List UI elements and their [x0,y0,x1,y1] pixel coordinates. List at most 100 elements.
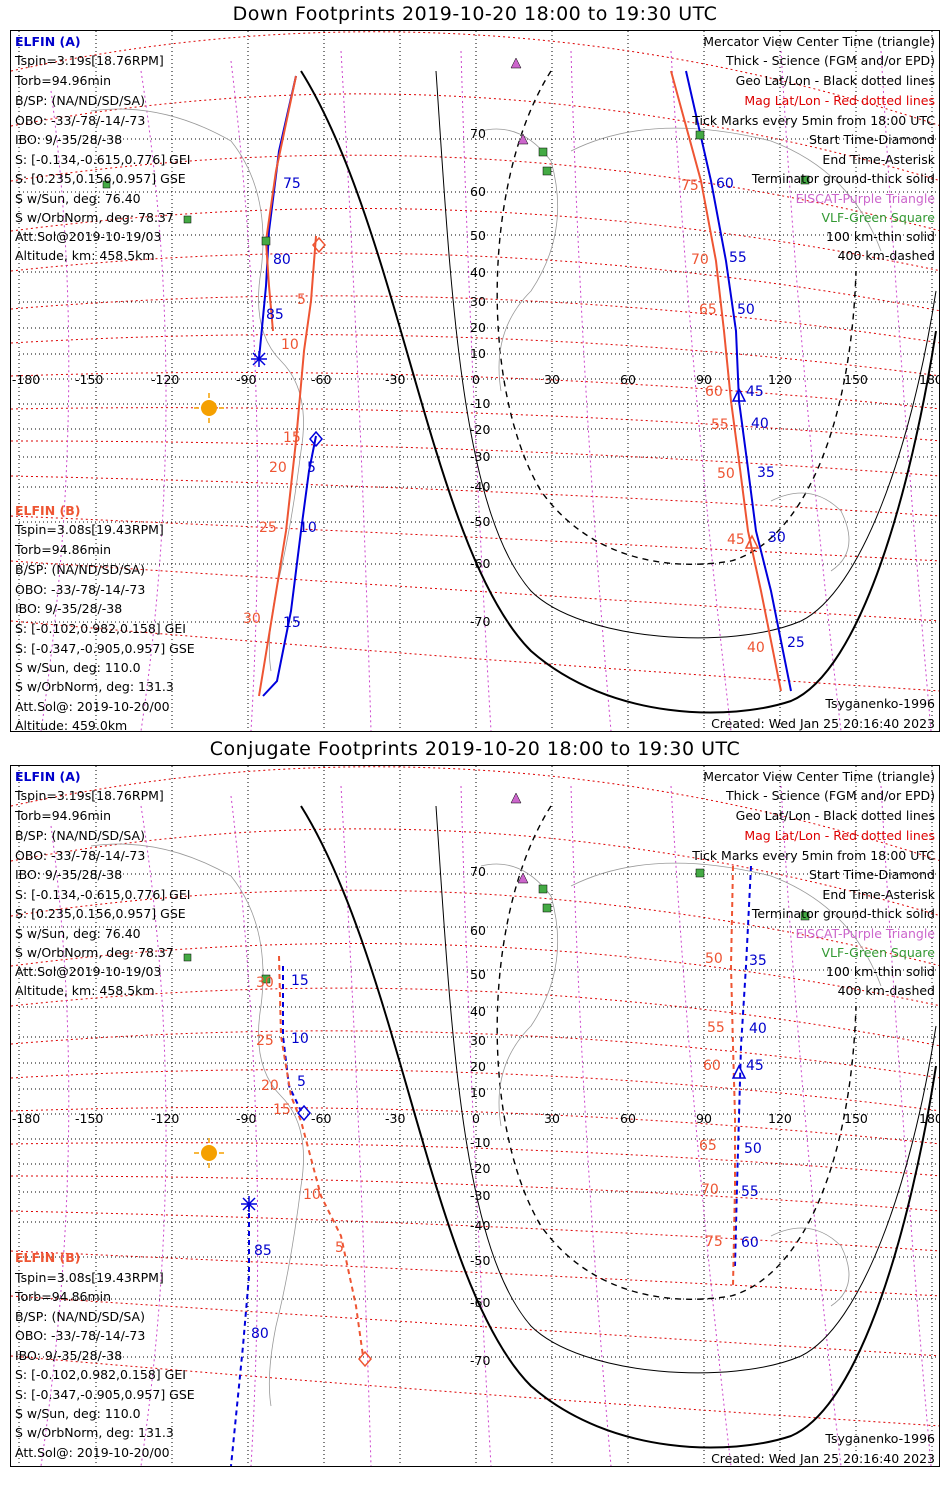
elfin-b-name: ELFIN (B) [15,503,81,518]
lon-tick-label: -60 [311,372,332,387]
legend-geo: Geo Lat/Lon - Black dotted lines [735,808,935,823]
lon-tick-label: -30 [385,1111,406,1126]
lat-tick-label: 30 [470,294,486,309]
lat-tick-label: -50 [470,514,491,529]
legend-400km: 400 km-dashed [837,983,935,998]
track-tick-label: 75 [681,178,699,194]
elfin-a-s-sun: S w/Sun, deg: 76.40 [15,191,141,206]
legend-end: End Time-Asterisk [822,887,935,902]
lon-tick-label: -150 [75,1111,104,1126]
legend-start: Start Time-Diamond [808,867,935,882]
track-tick-label: 80 [273,252,291,268]
elfin-a-s-gse: S: [0.235,0.156,0.957] GSE [15,906,186,921]
elfin-b-altitude: Altitude: 459.0km [15,718,128,732]
conj-sun-icon [194,1138,224,1168]
lat-tick-label: 10 [470,346,486,361]
elfin-b-tspin: Tspin=3.08s[19.43RPM] [15,522,164,537]
track-tick-label: 10 [299,520,317,536]
start-time-diamond-b [312,236,326,254]
lon-tick-label: 0 [472,1111,480,1126]
lat-tick-label: 10 [470,1085,486,1100]
elfin-a-s-gei: S: [-0.134,-0.615,0.776] GEI [15,152,191,167]
track-tick-label: 50 [717,466,735,482]
elfin-b-s-gse: S: [-0.347,-0.905,0.957] GSE [15,1387,195,1402]
track-tick-label: 15 [273,1102,291,1118]
legend-terminator: Terminator ground-thick solid [751,906,935,921]
terminator-100km [435,70,937,639]
legend-mag: Mag Lat/Lon - Red dotted lines [744,93,935,108]
elfin-a-altitude: Altitude, km: 458.5km [15,248,155,263]
elfin-b-tspin: Tspin=3.08s[19.43RPM] [15,1270,164,1285]
lat-tick-label: -70 [470,1353,491,1368]
elfin-b-torb: Torb=94.86min [15,542,112,557]
elfin-a-s-orbnorm: S w/OrbNorm, deg: 78.37 [15,945,174,960]
track-tick-label: 30 [256,975,274,991]
start-time-diamond-b [358,1350,372,1368]
track-tick-label: 15 [283,430,301,446]
track-tick-label: 55 [741,1184,759,1200]
lon-tick-label: 60 [620,372,636,387]
lat-tick-label: 40 [470,265,486,280]
down-map-canvas [11,31,939,731]
elfin-a-bsp: B/SP: (NA/ND/SD/SA) [15,93,145,108]
elfin-a-s-gse: S: [0.235,0.156,0.957] GSE [15,171,186,186]
terminator-400km [496,70,857,565]
model-name: Tsyganenko-1996 [825,696,935,711]
track-tick-label: 55 [707,1020,725,1036]
track-tick-label: 40 [749,1021,767,1037]
elfin-a-s-gei: S: [-0.134,-0.615,0.776] GEI [15,887,191,902]
elfin-a-name: ELFIN (A) [15,769,81,784]
center-triangle-a [731,1064,747,1079]
lat-tick-label: -40 [470,479,491,494]
lat-tick-label: 20 [470,320,486,335]
lon-tick-label: -120 [151,372,180,387]
track-tick-label: 65 [699,1138,717,1154]
track-tick-label: 50 [744,1141,762,1157]
elfin-b-torb: Torb=94.86min [15,1289,112,1304]
elfin-a-altitude: Altitude, km: 458.5km [15,983,155,998]
legend-eiscat: EISCAT-Purple Triangle [795,926,935,941]
end-time-asterisk [251,351,267,367]
conjugate-footprints-title: Conjugate Footprints 2019-10-20 18:00 to… [209,738,741,760]
geo-grid [18,766,936,1466]
conj-orbit-tracks [230,865,752,1466]
elfin-b-s-gse: S: [-0.347,-0.905,0.957] GSE [15,641,195,656]
track-tick-label: 50 [737,302,755,318]
lat-tick-label: 40 [470,1004,486,1019]
legend-mag: Mag Lat/Lon - Red dotted lines [744,828,935,843]
elfin-a-torb: Torb=94.96min [15,73,112,88]
legend-end: End Time-Asterisk [822,152,935,167]
track-tick-label: 60 [705,384,723,400]
lat-tick-label: 30 [470,1033,486,1048]
legend-100km: 100 km-thin solid [826,229,935,244]
legend-science: Thick - Science (FGM and/or EPD) [726,53,935,68]
track-tick-label: 35 [757,465,775,481]
legend-100km: 100 km-thin solid [826,964,935,979]
lat-tick-label: -10 [470,396,491,411]
lon-tick-label: -150 [75,372,104,387]
vlf-markers [183,868,810,984]
legend-start: Start Time-Diamond [808,132,935,147]
start-time-diamond-a [297,1104,311,1122]
lat-tick-label: 70 [470,126,486,141]
legend-ticks: Tick Marks every 5min from 18:00 UTC [692,848,935,863]
track-tick-label: 25 [259,520,277,536]
terminator-line [300,805,937,1449]
lat-tick-label: 20 [470,1059,486,1074]
track-tick-label: 20 [261,1078,279,1094]
terminator-400km [496,805,857,1300]
track-tick-label: 20 [269,460,287,476]
lon-tick-label: 180 [919,372,939,387]
lat-tick-label: 60 [470,184,486,199]
lat-tick-label: -20 [470,422,491,437]
lon-tick-label: -90 [236,372,257,387]
conjugate-map-canvas [11,766,939,1466]
elfin-b-obo: OBO: -33/-78/-14/-73 [15,582,146,597]
elfin-b-altitude: Altitude: 459.0km [15,1463,127,1466]
track-tick-label: 30 [243,611,261,627]
track-tick-label: 25 [787,635,805,651]
elfin-a-s-orbnorm: S w/OrbNorm, deg: 78.37 [15,210,174,225]
geo-grid [18,31,936,731]
track-tick-label: 80 [251,1326,269,1342]
elfin-a-west2-conj-track [230,1204,250,1466]
